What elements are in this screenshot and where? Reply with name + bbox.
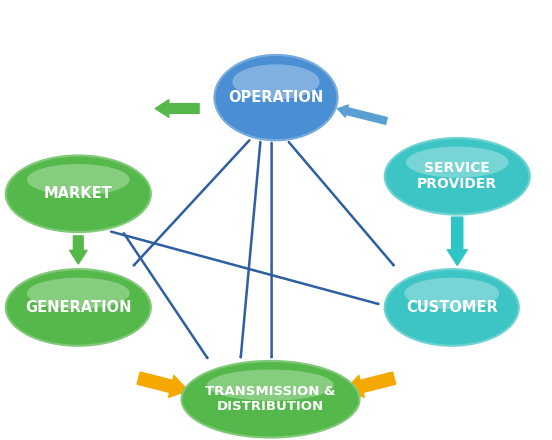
FancyArrowPatch shape bbox=[289, 142, 394, 265]
Text: GENERATION: GENERATION bbox=[25, 300, 131, 315]
Text: MARKET: MARKET bbox=[44, 186, 113, 201]
Ellipse shape bbox=[7, 157, 150, 231]
FancyArrowPatch shape bbox=[241, 142, 261, 357]
FancyArrowPatch shape bbox=[124, 233, 208, 358]
Ellipse shape bbox=[214, 54, 338, 141]
Text: TRANSMISSION &
DISTRIBUTION: TRANSMISSION & DISTRIBUTION bbox=[205, 385, 336, 413]
Ellipse shape bbox=[384, 268, 520, 347]
Ellipse shape bbox=[406, 147, 508, 178]
Text: OPERATION: OPERATION bbox=[229, 90, 323, 105]
Ellipse shape bbox=[384, 137, 531, 216]
Ellipse shape bbox=[4, 268, 152, 347]
FancyArrowPatch shape bbox=[344, 372, 396, 397]
Ellipse shape bbox=[27, 278, 130, 309]
Ellipse shape bbox=[386, 139, 529, 213]
FancyArrowPatch shape bbox=[155, 100, 199, 117]
FancyArrowPatch shape bbox=[134, 140, 250, 265]
Ellipse shape bbox=[181, 360, 360, 439]
FancyArrowPatch shape bbox=[447, 217, 467, 265]
Text: SERVICE
PROVIDER: SERVICE PROVIDER bbox=[417, 161, 497, 191]
Ellipse shape bbox=[404, 278, 499, 309]
Ellipse shape bbox=[7, 270, 150, 345]
Text: CUSTOMER: CUSTOMER bbox=[406, 300, 497, 315]
FancyArrowPatch shape bbox=[70, 236, 87, 264]
Ellipse shape bbox=[386, 270, 518, 345]
Ellipse shape bbox=[216, 56, 336, 139]
FancyArrowPatch shape bbox=[337, 105, 388, 125]
Ellipse shape bbox=[4, 154, 152, 233]
Ellipse shape bbox=[207, 370, 334, 401]
Ellipse shape bbox=[27, 164, 130, 195]
FancyArrowPatch shape bbox=[111, 231, 378, 304]
FancyArrowPatch shape bbox=[137, 372, 188, 397]
Ellipse shape bbox=[232, 64, 320, 99]
Ellipse shape bbox=[183, 362, 358, 436]
